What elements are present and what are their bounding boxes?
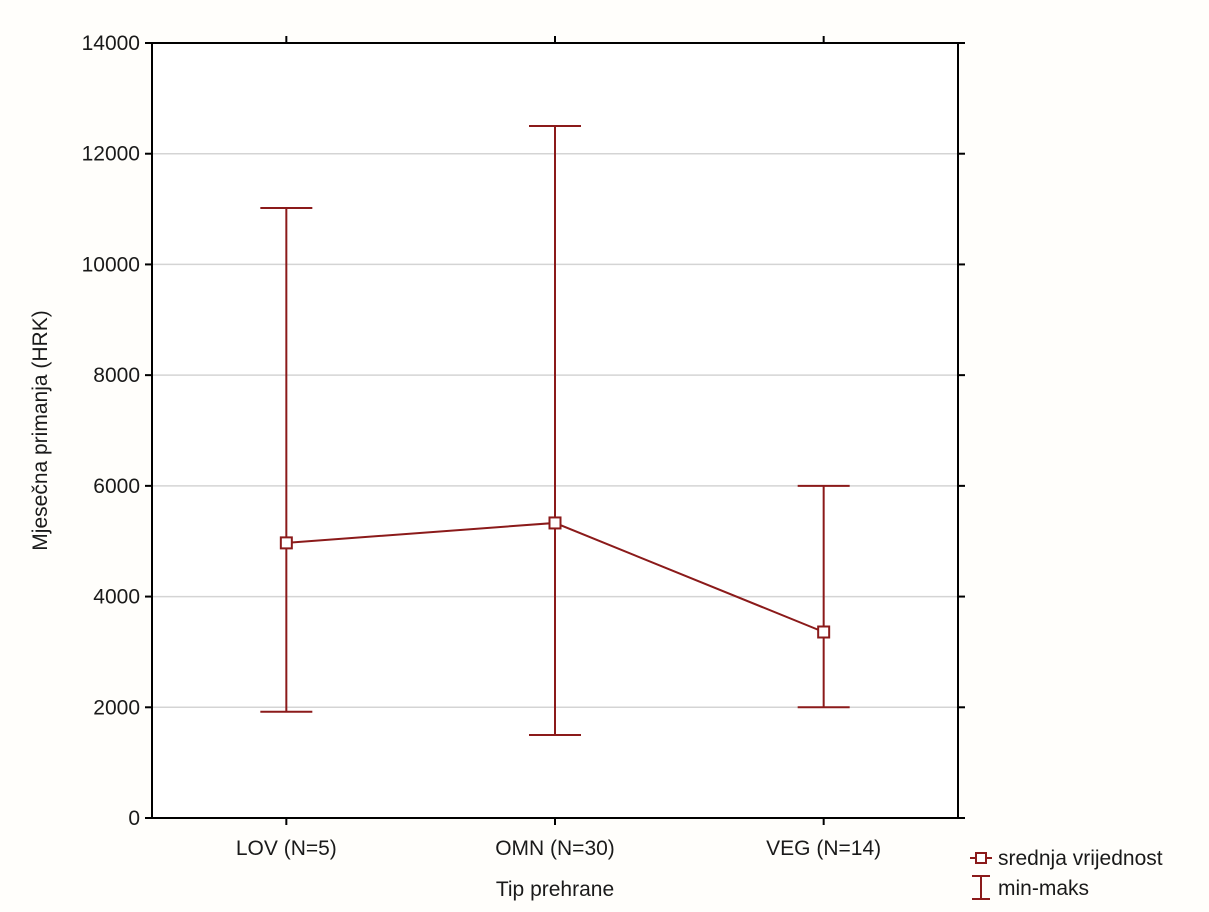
- legend: srednja vrijednost min-maks: [970, 847, 1163, 900]
- y-tick-label-12000: 12000: [82, 143, 140, 166]
- legend-mean-label: srednja vrijednost: [998, 847, 1163, 870]
- legend-item-mean: srednja vrijednost: [970, 847, 1163, 870]
- mean-point-0: [279, 536, 293, 550]
- mean-point-1: [548, 516, 562, 530]
- legend-mean-square-icon: [975, 852, 987, 864]
- x-tick-label-1: OMN (N=30): [495, 837, 615, 860]
- series: [260, 125, 850, 736]
- y-tick-label-2000: 2000: [93, 696, 140, 719]
- y-tick-label-14000: 14000: [82, 32, 140, 55]
- y-axis-title: Mjesečna primanja (HRK): [29, 310, 52, 550]
- legend-minmax-label: min-maks: [998, 877, 1089, 900]
- x-axis-title: Tip prehrane: [496, 878, 614, 901]
- y-tick-label-8000: 8000: [93, 364, 140, 387]
- mean-point-2: [817, 625, 831, 639]
- legend-error-bar-icon: [972, 875, 990, 900]
- y-tick-label-10000: 10000: [82, 253, 140, 276]
- y-tick-label-0: 0: [128, 807, 140, 830]
- legend-item-minmax: min-maks: [972, 875, 1089, 900]
- x-axis: LOV (N=5) OMN (N=30) VEG (N=14): [236, 36, 881, 860]
- y-tick-label-6000: 6000: [93, 475, 140, 498]
- x-tick-label-2: VEG (N=14): [766, 837, 881, 860]
- y-tick-label-4000: 4000: [93, 586, 140, 609]
- y-axis: 0 2000 4000 6000 8000 10000 12000 14000: [82, 32, 965, 830]
- x-tick-label-0: LOV (N=5): [236, 837, 337, 860]
